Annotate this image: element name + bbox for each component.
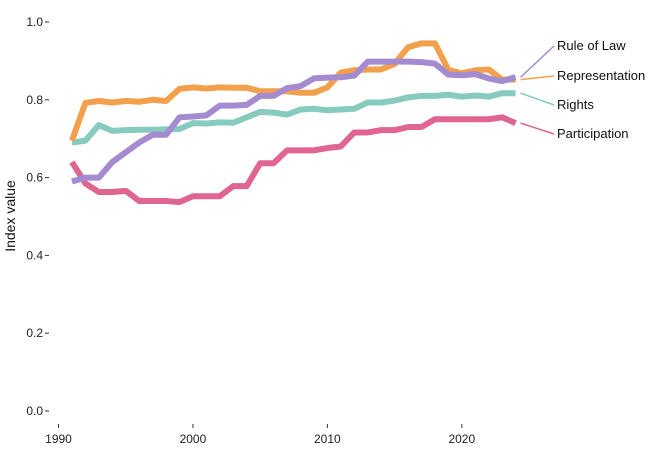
series-line-participation: [69, 114, 517, 206]
y-tick-label: 0.0: [26, 404, 43, 418]
y-tick-label: 0.2: [26, 326, 43, 340]
series-label-participation: Participation: [557, 126, 629, 141]
y-axis: 0.0 0.2 0.4 0.6 0.8 1.0: [26, 15, 49, 418]
y-tick-label: 1.0: [26, 15, 43, 29]
y-axis-title: Index value: [2, 180, 18, 252]
label-leader-line: [520, 45, 555, 78]
series-line-representation: [69, 40, 516, 142]
y-tick-label: 0.6: [26, 171, 43, 185]
y-tick-label: 0.4: [26, 248, 43, 262]
x-axis: 1990 2000 2010 2020: [45, 424, 475, 446]
series-line-rule-of-law: [71, 58, 517, 185]
series-lines: [69, 40, 517, 206]
x-tick-label: 2000: [180, 432, 207, 446]
series-label-rule-of-law: Rule of Law: [557, 38, 626, 53]
label-leader-line: [520, 75, 555, 81]
series-labels: Rule of Law Representation Rights Participa…: [520, 38, 645, 141]
series-label-rights: Rights: [557, 97, 594, 112]
y-tick-label: 0.8: [26, 93, 43, 107]
label-leader-line: [520, 122, 555, 135]
label-leader-line: [520, 92, 555, 106]
series-line-rights: [71, 90, 516, 146]
series-label-representation: Representation: [557, 68, 645, 83]
x-tick-label: 1990: [45, 432, 72, 446]
x-tick-label: 2010: [314, 432, 341, 446]
x-tick-label: 2020: [448, 432, 475, 446]
